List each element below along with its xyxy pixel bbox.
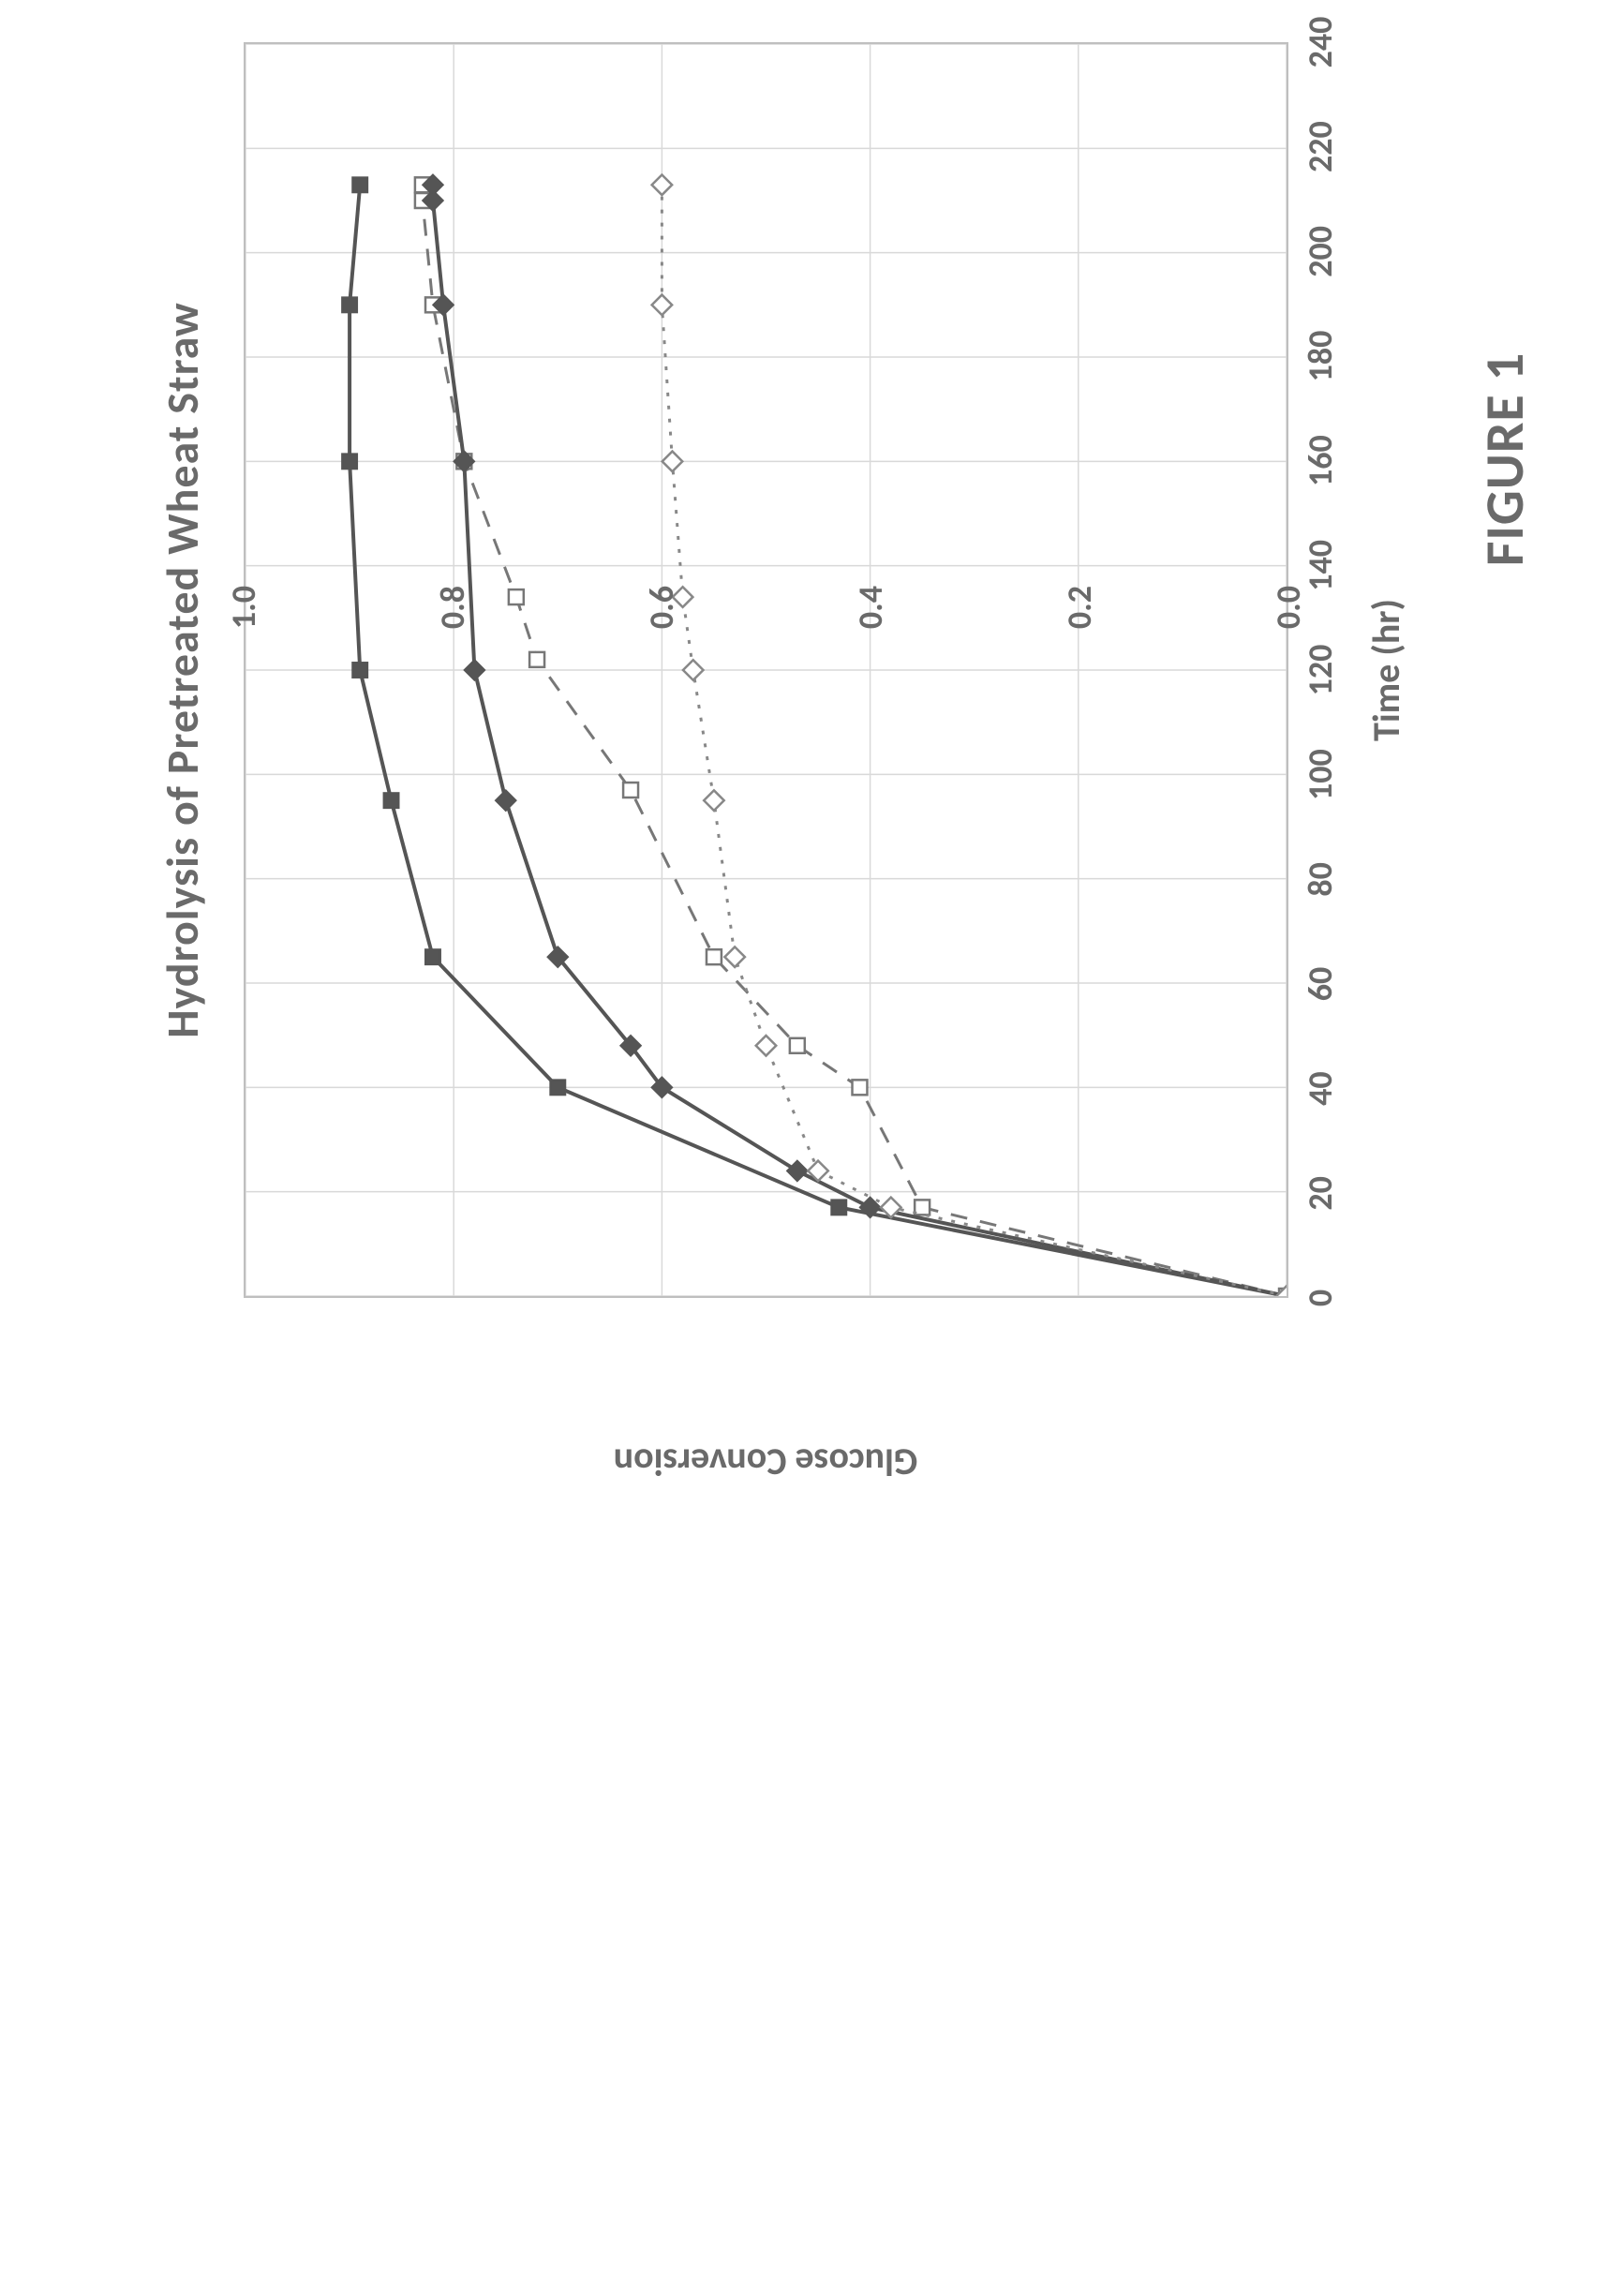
ytick-label: 0.2 [1059,586,1100,679]
ytick-label: 0.6 [641,586,682,679]
figure-caption: FIGURE 1 [1471,0,1538,1607]
xtick-label: 140 [1300,528,1341,603]
xtick-label: 220 [1300,110,1341,185]
xtick-label: 120 [1300,633,1341,708]
xtick-label: 60 [1300,947,1341,1021]
page-rotated-container: Hydrolysis of Pretreated Wheat Straw Glu… [0,0,1607,1607]
xtick-label: 240 [1300,5,1341,80]
xtick-label: 200 [1300,214,1341,289]
xtick-label: 0 [1300,1260,1341,1335]
xtick-label: 180 [1300,319,1341,394]
y-axis-label: Glucose Conversion [614,1439,918,1485]
xtick-label: 40 [1300,1051,1341,1126]
xtick-label: 80 [1300,842,1341,917]
ytick-label: 0.8 [432,586,473,679]
chart-title: Hydrolysis of Pretreated Wheat Straw [155,42,210,1298]
ytick-label: 1.0 [223,586,264,679]
xtick-label: 20 [1300,1155,1341,1230]
x-axis-label: Time (hr) [1363,42,1409,1298]
plot-area [244,42,1288,1298]
xtick-label: 100 [1300,738,1341,813]
xtick-label: 160 [1300,424,1341,499]
plot-svg [246,44,1287,1296]
canvas: Hydrolysis of Pretreated Wheat Straw Glu… [0,0,1607,1607]
ytick-label: 0.4 [850,586,891,679]
